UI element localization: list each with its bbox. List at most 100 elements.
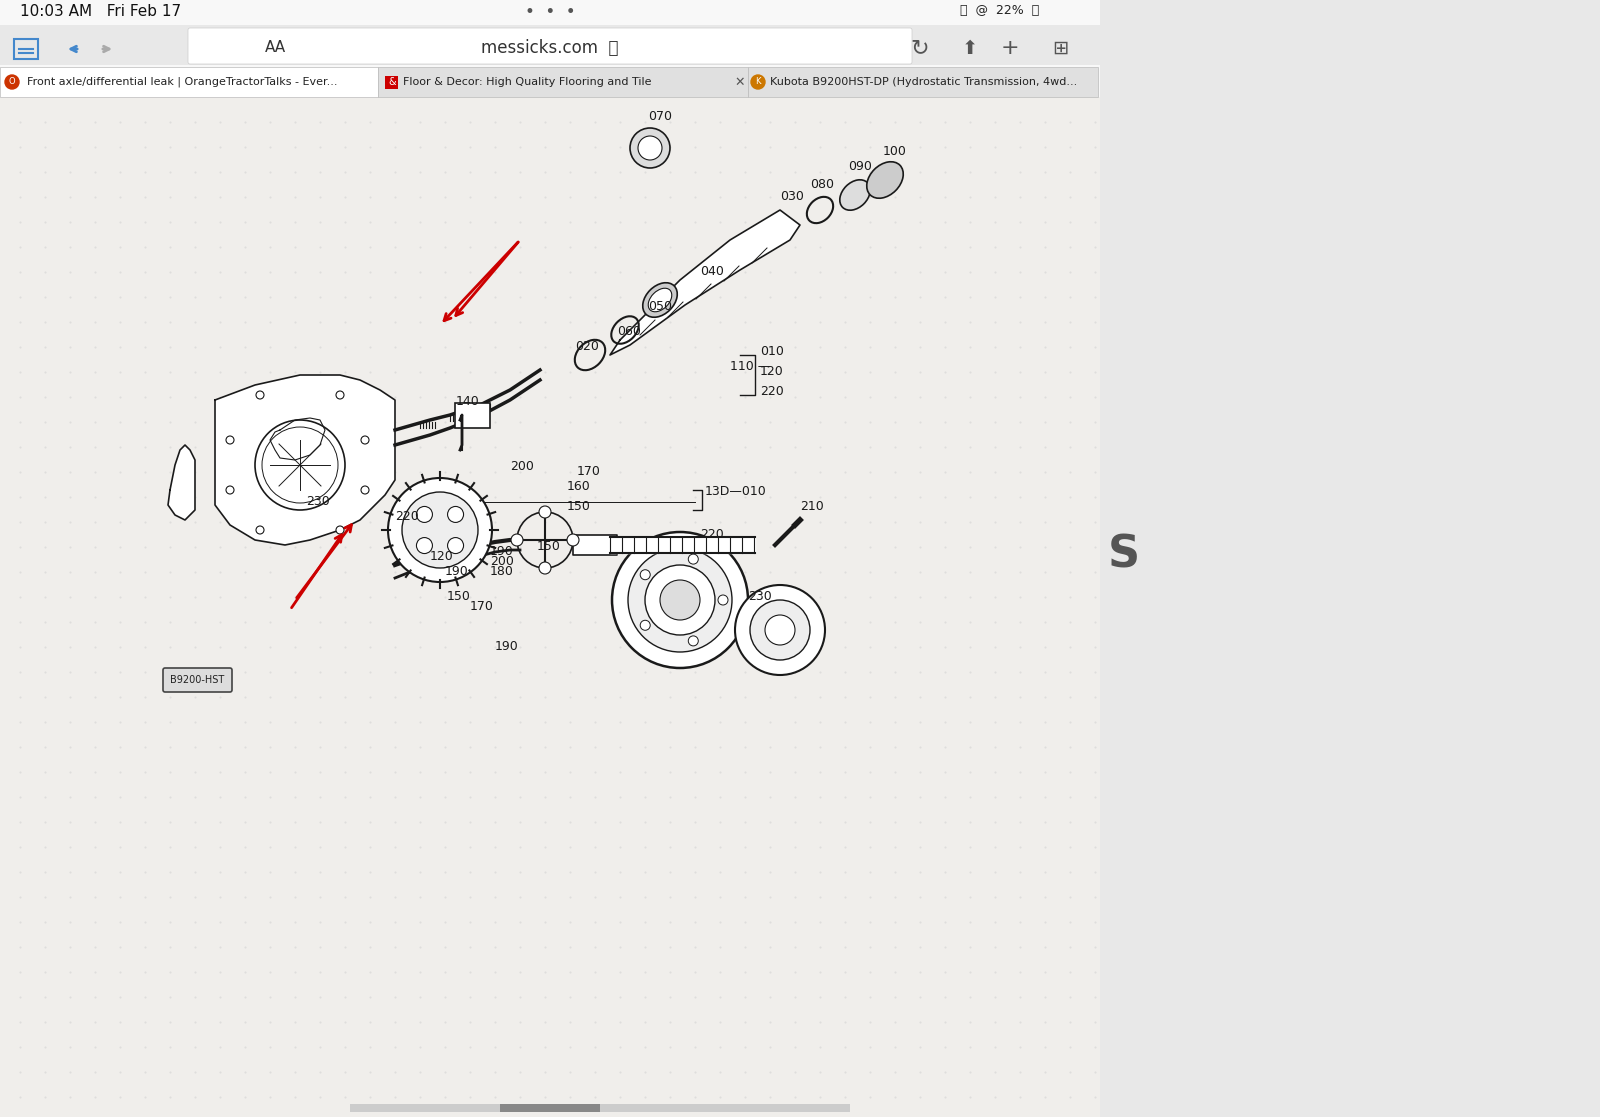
Circle shape — [630, 128, 670, 168]
Circle shape — [638, 136, 662, 160]
Circle shape — [256, 391, 264, 399]
Circle shape — [734, 585, 826, 675]
Text: 150: 150 — [566, 500, 590, 513]
FancyBboxPatch shape — [499, 1104, 600, 1113]
FancyBboxPatch shape — [749, 67, 1098, 97]
Text: Kubota B9200HST-DP (Hydrostatic Transmission, 4wd...: Kubota B9200HST-DP (Hydrostatic Transmis… — [770, 77, 1077, 87]
Text: 230: 230 — [306, 495, 330, 508]
Circle shape — [256, 526, 264, 534]
Circle shape — [627, 548, 733, 652]
Text: Floor & Decor: High Quality Flooring and Tile: Floor & Decor: High Quality Flooring and… — [403, 77, 651, 87]
Circle shape — [661, 580, 701, 620]
Circle shape — [750, 75, 765, 89]
Text: 080: 080 — [810, 178, 834, 191]
Text: ✕: ✕ — [734, 76, 746, 88]
Text: 120: 120 — [430, 550, 454, 563]
Circle shape — [416, 506, 432, 523]
Text: 150: 150 — [446, 590, 470, 603]
Text: 140: 140 — [456, 395, 480, 408]
Text: 060: 060 — [618, 325, 642, 338]
Text: 230: 230 — [749, 590, 771, 603]
Text: 190: 190 — [490, 545, 514, 558]
Text: &: & — [389, 77, 395, 87]
Text: O: O — [8, 77, 16, 86]
Text: messicks.com  🔒: messicks.com 🔒 — [482, 39, 619, 57]
Circle shape — [718, 595, 728, 605]
Text: 10:03 AM   Fri Feb 17: 10:03 AM Fri Feb 17 — [19, 4, 181, 19]
Text: 220: 220 — [701, 528, 723, 541]
Text: 170: 170 — [470, 600, 494, 613]
Text: 180: 180 — [490, 565, 514, 577]
Circle shape — [611, 532, 749, 668]
Text: AA: AA — [266, 40, 286, 56]
FancyBboxPatch shape — [163, 668, 232, 693]
Circle shape — [416, 537, 432, 554]
Circle shape — [226, 436, 234, 443]
Polygon shape — [214, 375, 395, 545]
Text: ⊞: ⊞ — [1051, 38, 1069, 57]
Text: S: S — [1107, 534, 1141, 576]
FancyBboxPatch shape — [386, 76, 398, 89]
FancyBboxPatch shape — [0, 67, 378, 97]
Polygon shape — [610, 537, 755, 553]
Circle shape — [645, 565, 715, 634]
Text: 020: 020 — [574, 340, 598, 353]
Circle shape — [336, 391, 344, 399]
Ellipse shape — [648, 288, 672, 312]
Text: 220: 220 — [395, 510, 419, 523]
Text: 📶  @  22%  🔋: 📶 @ 22% 🔋 — [960, 4, 1040, 18]
Circle shape — [510, 534, 523, 546]
Text: 030: 030 — [781, 190, 803, 203]
Circle shape — [226, 486, 234, 494]
Text: 200: 200 — [510, 460, 534, 472]
Text: K: K — [755, 77, 760, 86]
Ellipse shape — [867, 162, 904, 198]
Text: ↻: ↻ — [910, 38, 930, 58]
Text: 010: 010 — [760, 345, 784, 359]
Text: 040: 040 — [701, 265, 723, 278]
Text: 150: 150 — [538, 540, 562, 553]
Circle shape — [539, 506, 550, 518]
Circle shape — [750, 600, 810, 660]
Text: 210: 210 — [800, 500, 824, 513]
Text: 110 —: 110 — — [730, 360, 770, 373]
Circle shape — [566, 534, 579, 546]
FancyBboxPatch shape — [0, 0, 1101, 25]
Text: •  •  •: • • • — [525, 3, 576, 21]
Circle shape — [362, 436, 370, 443]
Circle shape — [387, 478, 493, 582]
Polygon shape — [610, 210, 800, 355]
Text: B9200-HST: B9200-HST — [170, 675, 224, 685]
FancyBboxPatch shape — [1101, 0, 1600, 1117]
Circle shape — [688, 554, 698, 564]
FancyBboxPatch shape — [0, 97, 1101, 1117]
FancyBboxPatch shape — [1101, 0, 1600, 1117]
Text: 220: 220 — [760, 385, 784, 398]
Circle shape — [362, 486, 370, 494]
Circle shape — [448, 506, 464, 523]
Circle shape — [688, 636, 698, 646]
Ellipse shape — [643, 283, 677, 317]
Text: +: + — [1000, 38, 1019, 58]
Text: 170: 170 — [578, 465, 602, 478]
Circle shape — [765, 615, 795, 645]
FancyBboxPatch shape — [0, 25, 1101, 65]
FancyBboxPatch shape — [378, 67, 749, 97]
Text: 120: 120 — [760, 365, 784, 378]
Text: 160: 160 — [566, 480, 590, 493]
Text: 190: 190 — [494, 640, 518, 653]
FancyBboxPatch shape — [350, 1104, 850, 1113]
Text: 050: 050 — [648, 300, 672, 313]
Text: 090: 090 — [848, 160, 872, 173]
Circle shape — [640, 570, 650, 580]
Circle shape — [336, 526, 344, 534]
FancyBboxPatch shape — [0, 0, 1101, 1117]
Polygon shape — [168, 445, 195, 521]
FancyBboxPatch shape — [454, 403, 490, 428]
Ellipse shape — [840, 180, 870, 210]
Circle shape — [5, 75, 19, 89]
Circle shape — [640, 620, 650, 630]
FancyBboxPatch shape — [189, 28, 912, 64]
Circle shape — [539, 562, 550, 574]
Text: 200: 200 — [490, 555, 514, 569]
